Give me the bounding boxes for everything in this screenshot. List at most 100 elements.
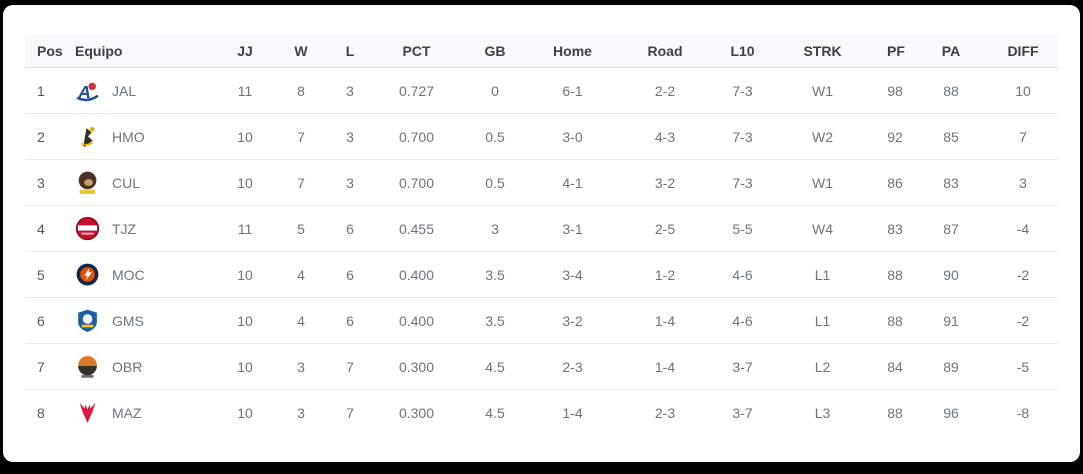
team-logo-icon — [75, 170, 100, 195]
team-logo-icon — [75, 354, 100, 379]
cell-jj: 10 — [215, 389, 275, 436]
column-header-diff: DIFF — [987, 35, 1059, 68]
cell-jj: 10 — [215, 159, 275, 206]
team-logo-icon — [75, 262, 100, 287]
cell-gb: 3.5 — [460, 297, 530, 344]
team-logo-icon — [75, 308, 100, 333]
cell-team: GMS — [63, 297, 215, 344]
cell-l: 7 — [327, 389, 373, 436]
svg-text:A: A — [77, 82, 91, 102]
team-logo-icon — [75, 124, 100, 149]
table-header: Pos Equipo JJ W L PCT GB Home Road L10 STRK PF PA DIF… — [25, 35, 1059, 68]
cell-pf: 98 — [887, 82, 903, 99]
cell-team: CUL — [63, 159, 215, 206]
cell-road: 1-4 — [615, 343, 715, 390]
cell-jj: 11 — [237, 82, 253, 99]
table-row: 7 OBR 10 3 7 0.300 4.5 2-3 1-4 3-7 L2 84 89 -5 — [25, 343, 1059, 390]
cell-diff: 3 — [987, 159, 1059, 206]
cell-pct: 0.400 — [373, 251, 460, 298]
cell-team: MOC — [63, 251, 215, 298]
column-header-gb: GB — [460, 35, 530, 68]
column-header-w: W — [275, 35, 327, 68]
cell-jj: 10 — [215, 343, 275, 390]
cell-w: 3 — [275, 343, 327, 390]
cell-pct: 0.700 — [373, 113, 460, 160]
column-header-pa: PA — [915, 35, 987, 68]
cell-gb: 4.5 — [460, 343, 530, 390]
cell-home: 3-4 — [530, 251, 615, 298]
cell-pct: 0.400 — [373, 297, 460, 344]
table-row: 2 HMO 10 7 3 0.700 0.5 3-0 4-3 7-3 W2 92 85 7 — [25, 113, 1059, 160]
cell-pf: 92 — [875, 113, 915, 160]
cell-team: MAZ — [63, 389, 215, 436]
cell-jj: 10 — [215, 113, 275, 160]
cell-pa: 88 — [943, 82, 959, 99]
team-code: MOC — [112, 266, 145, 283]
cell-strk: W1 — [812, 82, 833, 99]
cell-road: 2-3 — [615, 389, 715, 436]
column-header-pf: PF — [875, 35, 915, 68]
cell-diff: -4 — [987, 205, 1059, 252]
table-body: 1 A JAL 11 8 3 0.727 0 6-1 2-2 7-3 W1 98 88 10 2 HMO 10 7 3… — [25, 68, 1059, 436]
cell-team: HMO — [63, 113, 215, 160]
cell-pf: 84 — [875, 343, 915, 390]
column-header-pct: PCT — [373, 35, 460, 68]
cell-pa: 91 — [915, 297, 987, 344]
cell-pa: 89 — [915, 343, 987, 390]
cell-strk: W2 — [770, 113, 875, 160]
cell-gb: 3.5 — [460, 251, 530, 298]
cell-pos: 4 — [25, 205, 63, 252]
cell-gb: 4.5 — [460, 389, 530, 436]
cell-jj: 11 — [215, 205, 275, 252]
cell-pos: 3 — [25, 159, 63, 206]
cell-road: 1-4 — [615, 297, 715, 344]
column-header-l: L — [327, 35, 373, 68]
cell-l: 3 — [327, 113, 373, 160]
cell-pct: 0.300 — [373, 389, 460, 436]
cell-diff: 7 — [987, 113, 1059, 160]
cell-road: 1-2 — [615, 251, 715, 298]
column-header-jj: JJ — [215, 35, 275, 68]
team-logo-icon — [75, 400, 100, 425]
cell-l10: 5-5 — [715, 205, 770, 252]
team-code: CUL — [112, 174, 141, 191]
table-row: 5 MOC 10 4 6 0.400 3.5 3-4 1-2 4-6 L1 88 90 -2 — [25, 251, 1059, 298]
table-row: 1 A JAL 11 8 3 0.727 0 6-1 2-2 7-3 W1 98 88 10 — [25, 68, 1059, 114]
column-header-home: Home — [530, 35, 615, 68]
team-code: HMO — [112, 128, 145, 145]
cell-w: 3 — [275, 389, 327, 436]
cell-team: A JAL — [63, 68, 215, 114]
cell-pos: 1 — [37, 82, 45, 99]
standings-card: Pos Equipo JJ W L PCT GB Home Road L10 STRK PF PA DIF… — [3, 5, 1080, 462]
cell-diff: 10 — [1015, 82, 1031, 99]
cell-team: OBR — [63, 343, 215, 390]
cell-road: 4-3 — [615, 113, 715, 160]
cell-pf: 88 — [875, 389, 915, 436]
header-row: Pos Equipo JJ W L PCT GB Home Road L10 STRK PF PA DIF… — [25, 35, 1059, 68]
cell-gb: 0 — [491, 82, 499, 99]
team-code: MAZ — [112, 404, 142, 421]
cell-l10: 3-7 — [715, 389, 770, 436]
cell-home: 3-0 — [530, 113, 615, 160]
cell-l10: 4-6 — [715, 297, 770, 344]
cell-road: 2-2 — [654, 82, 676, 99]
cell-l: 3 — [327, 159, 373, 206]
cell-gb: 3 — [460, 205, 530, 252]
cell-gb: 0.5 — [460, 113, 530, 160]
cell-pa: 87 — [915, 205, 987, 252]
team-code: JAL — [112, 82, 137, 99]
cell-pct: 0.700 — [373, 159, 460, 206]
cell-pa: 85 — [915, 113, 987, 160]
cell-l: 6 — [327, 297, 373, 344]
cell-l10: 3-7 — [715, 343, 770, 390]
cell-strk: L3 — [770, 389, 875, 436]
cell-w: 8 — [297, 82, 305, 99]
cell-pct: 0.300 — [373, 343, 460, 390]
cell-pos: 5 — [25, 251, 63, 298]
cell-pa: 83 — [915, 159, 987, 206]
cell-jj: 10 — [215, 251, 275, 298]
cell-pa: 90 — [915, 251, 987, 298]
cell-home: 4-1 — [530, 159, 615, 206]
cell-home: 2-3 — [530, 343, 615, 390]
cell-l10: 7-3 — [715, 159, 770, 206]
